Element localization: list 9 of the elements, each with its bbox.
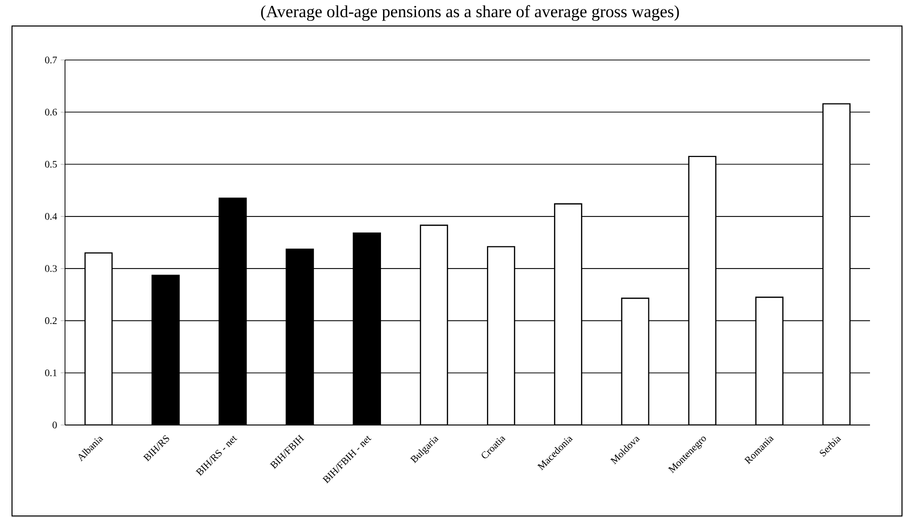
chart-title: (Average old-age pensions as a share of average gross wages): [261, 5, 679, 21]
y-tick-label: 0.6: [45, 108, 57, 116]
y-tick-label: 0.1: [45, 369, 57, 376]
y-tick-label: 0: [52, 422, 57, 428]
y-tick-label: 0.2: [45, 317, 57, 324]
y-tick-label: 0.3: [45, 265, 57, 272]
y-tick-label: 0.4: [45, 213, 58, 220]
y-tick-label: 0.5: [45, 160, 57, 168]
y-tick-label: 0.7: [45, 56, 57, 64]
